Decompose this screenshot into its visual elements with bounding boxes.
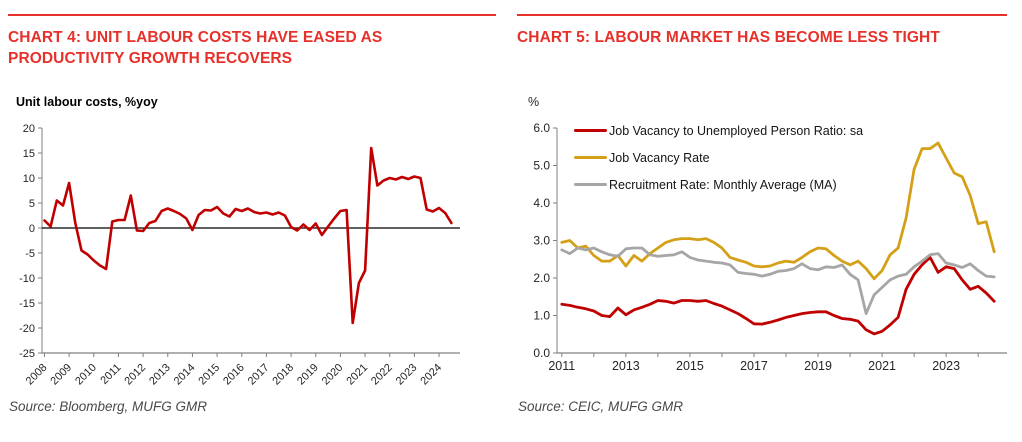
svg-text:2017: 2017 <box>246 362 272 388</box>
svg-text:5.0: 5.0 <box>533 159 550 173</box>
svg-text:2016: 2016 <box>221 362 247 388</box>
svg-text:15: 15 <box>23 148 35 160</box>
svg-text:5: 5 <box>29 198 35 210</box>
svg-text:2018: 2018 <box>270 362 296 388</box>
svg-text:2017: 2017 <box>740 359 768 373</box>
svg-text:0.0: 0.0 <box>533 346 550 360</box>
svg-text:2015: 2015 <box>196 362 222 388</box>
svg-text:2012: 2012 <box>122 362 148 388</box>
legend-label: Job Vacancy to Unemployed Person Ratio: … <box>609 123 864 138</box>
svg-text:3.0: 3.0 <box>533 234 550 248</box>
svg-text:4.0: 4.0 <box>533 196 550 210</box>
svg-text:2019: 2019 <box>295 362 321 388</box>
svg-text:0: 0 <box>29 223 35 235</box>
svg-text:2021: 2021 <box>344 362 370 388</box>
chart4-source: Source: Bloomberg, MUFG GMR <box>9 399 208 414</box>
svg-text:-25: -25 <box>19 348 35 360</box>
svg-text:2021: 2021 <box>868 359 896 373</box>
legend-label: Recruitment Rate: Monthly Average (MA) <box>609 177 837 192</box>
svg-text:2009: 2009 <box>48 362 74 388</box>
svg-text:2010: 2010 <box>73 362 99 388</box>
svg-text:2024: 2024 <box>418 362 444 388</box>
chart5-top-rule <box>517 14 1007 16</box>
chart5-axis-title: % <box>528 95 540 109</box>
svg-text:2020: 2020 <box>320 362 346 388</box>
svg-text:6.0: 6.0 <box>533 121 550 135</box>
gray-line-swatch-icon <box>574 182 607 187</box>
svg-text:2011: 2011 <box>98 362 123 387</box>
svg-text:-10: -10 <box>19 273 35 285</box>
svg-text:2015: 2015 <box>676 359 704 373</box>
chart4-panel: CHART 4: UNIT LABOUR COSTS HAVE EASED AS… <box>8 8 500 438</box>
red-line-swatch-icon <box>574 128 607 133</box>
svg-text:2013: 2013 <box>147 362 173 388</box>
chart5-legend: Job Vacancy to Unemployed Person Ratio: … <box>574 117 863 198</box>
svg-text:2011: 2011 <box>548 359 575 373</box>
svg-text:-5: -5 <box>25 248 35 260</box>
svg-text:2019: 2019 <box>804 359 832 373</box>
svg-text:20: 20 <box>23 123 35 135</box>
svg-text:-15: -15 <box>19 298 35 310</box>
legend-item-vacancy-unemployed-ratio: Job Vacancy to Unemployed Person Ratio: … <box>574 117 863 144</box>
svg-text:10: 10 <box>23 173 35 185</box>
svg-text:2023: 2023 <box>932 359 960 373</box>
chart5-title: CHART 5: LABOUR MARKET HAS BECOME LESS T… <box>517 29 940 46</box>
legend-item-recruitment-rate: Recruitment Rate: Monthly Average (MA) <box>574 171 863 198</box>
svg-text:2008: 2008 <box>24 362 50 388</box>
svg-text:2022: 2022 <box>369 362 395 388</box>
legend-label: Job Vacancy Rate <box>609 150 710 165</box>
chart4-axis-title: Unit labour costs, %yoy <box>16 95 158 109</box>
chart5-source: Source: CEIC, MUFG GMR <box>518 399 684 414</box>
svg-text:2013: 2013 <box>612 359 640 373</box>
chart4-title: CHART 4: UNIT LABOUR COSTS HAVE EASED AS… <box>8 29 383 67</box>
legend-item-job-vacancy-rate: Job Vacancy Rate <box>574 144 863 171</box>
chart5-panel: CHART 5: LABOUR MARKET HAS BECOME LESS T… <box>517 8 1014 438</box>
svg-text:2014: 2014 <box>172 362 198 388</box>
svg-text:2023: 2023 <box>394 362 420 388</box>
svg-text:-20: -20 <box>19 323 35 335</box>
svg-text:2.0: 2.0 <box>533 271 550 285</box>
chart4-top-rule <box>8 14 496 16</box>
svg-text:1.0: 1.0 <box>533 309 550 323</box>
gold-line-swatch-icon <box>574 155 607 160</box>
